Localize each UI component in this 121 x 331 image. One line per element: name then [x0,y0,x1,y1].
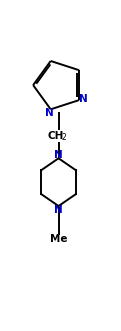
Text: Me: Me [50,234,67,244]
Text: N: N [79,94,88,104]
Text: N: N [45,108,53,118]
Text: CH: CH [47,131,64,141]
Text: N: N [54,150,63,160]
Text: 2: 2 [62,133,67,142]
Text: N: N [54,205,63,214]
